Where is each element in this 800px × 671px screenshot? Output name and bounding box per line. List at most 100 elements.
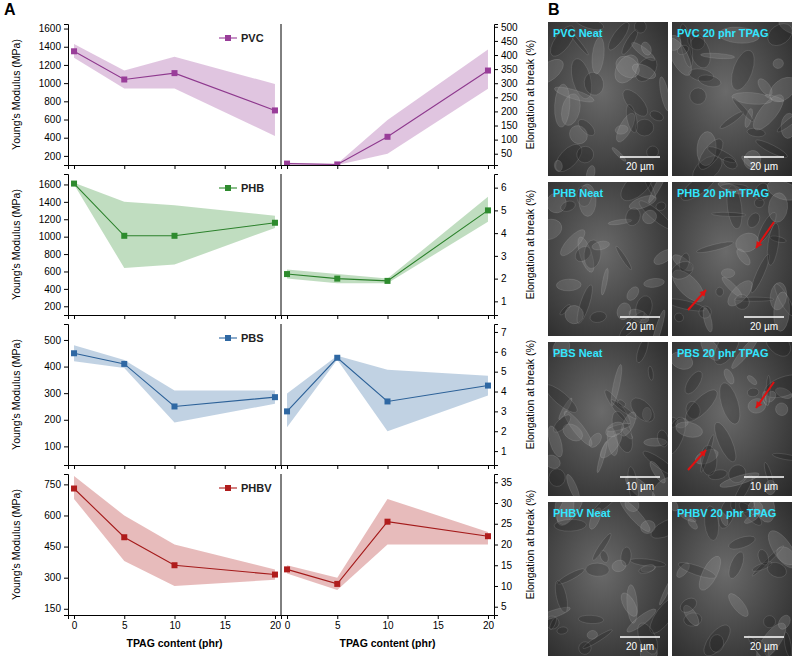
tick-mark [337, 315, 338, 319]
tick: 10 [382, 615, 394, 631]
chart-panel: 05101520150300450600750Young's Modulus (… [10, 475, 282, 650]
tick: 5 [335, 615, 341, 631]
error-band [74, 345, 275, 422]
tick-mark [124, 615, 125, 619]
tick-mark [488, 315, 489, 319]
tick-mark [494, 586, 498, 587]
sem-feature [674, 420, 704, 440]
panel-divider [281, 324, 282, 465]
sem-image: PHB 20 phr TPAG20 µm [664, 167, 800, 336]
tick: 2 [494, 426, 507, 437]
sem-feature [626, 394, 658, 426]
sem-texture [672, 182, 792, 336]
axis-line [69, 616, 282, 620]
tick-label: 600 [44, 510, 61, 521]
sem-feature [566, 122, 591, 148]
data-point [334, 276, 340, 282]
sem-label: PHB Neat [553, 187, 603, 199]
tick: 800 [44, 249, 68, 260]
tick-label: 1200 [39, 214, 62, 225]
sem-feature [590, 37, 605, 75]
sem-feature [700, 445, 718, 476]
data-point [385, 398, 391, 404]
tick-label: 20 [501, 539, 513, 550]
sem-feature [578, 615, 604, 624]
sem-feature [615, 301, 633, 321]
tick-mark [64, 289, 68, 290]
sem-feature [582, 628, 614, 650]
y-axis: 150300450600750 [44, 475, 68, 616]
sem-feature [657, 76, 668, 112]
plot-area [284, 499, 491, 590]
sem-feature [716, 381, 744, 427]
tick: 1200 [39, 214, 68, 225]
sem-background [548, 342, 668, 496]
axis-title: Young's Modulus (MPa) [10, 189, 22, 300]
sem-feature [564, 473, 582, 496]
sem-feature [548, 424, 565, 458]
tick-mark [64, 367, 68, 368]
sem-feature [575, 144, 596, 165]
tick: 150 [494, 120, 518, 131]
tick-label: 200 [501, 106, 518, 117]
tick-mark [494, 97, 498, 98]
scale-bar-label: 20 µm [750, 161, 778, 172]
axis-line [282, 466, 495, 470]
data-point [485, 68, 491, 74]
tick-mark [494, 392, 498, 393]
scale-bar-label: 10 µm [750, 481, 778, 492]
tick: 100 [44, 441, 68, 452]
tick-mark [74, 615, 75, 619]
tick-mark [64, 271, 68, 272]
tick-mark [494, 126, 498, 127]
y2-axis: 50100150200250300350400450500 [494, 22, 518, 166]
tick-label: 800 [44, 96, 61, 107]
sem-feature [617, 502, 653, 535]
sem-texture [548, 22, 668, 176]
sem-feature [763, 615, 776, 628]
tick: 6 [494, 182, 507, 193]
tick [74, 465, 75, 469]
tick: 15 [433, 615, 445, 631]
panel-divider [281, 174, 282, 315]
sem-feature [765, 72, 792, 107]
tick-mark [388, 165, 389, 169]
sem-feature [644, 144, 661, 161]
chart-panel: 2004006008001000120014001600Young's Modu… [10, 175, 282, 320]
sem-texture [548, 502, 668, 656]
scale-bar [744, 156, 784, 158]
scale-bar [620, 316, 660, 318]
tick-mark [64, 609, 68, 610]
tick-label: 150 [44, 603, 61, 614]
data-point [485, 533, 491, 539]
axis-line [495, 25, 499, 166]
panel-letter: B [548, 1, 560, 18]
legend-label: PHBV [241, 482, 272, 494]
tick: 10 [169, 615, 181, 631]
sem-feature [582, 70, 606, 97]
tick-mark [64, 340, 68, 341]
tick-label: 5 [501, 205, 507, 216]
sem-feature [700, 52, 734, 59]
error-band [287, 197, 488, 283]
tick-label: 4 [501, 386, 507, 397]
data-point [121, 76, 127, 82]
scale-bar-label: 20 µm [750, 321, 778, 332]
tick: 750 [44, 479, 68, 490]
tick [225, 465, 226, 469]
arrow [688, 450, 706, 470]
tick: 400 [44, 361, 68, 372]
tick [275, 165, 276, 169]
tick [388, 315, 389, 319]
legend: PBS [219, 332, 264, 344]
tick-mark [494, 154, 498, 155]
sem-feature [611, 146, 627, 162]
tick: 600 [44, 114, 68, 125]
tick: 250 [494, 92, 518, 103]
data-line [74, 353, 275, 406]
tick-mark [74, 165, 75, 169]
x-axis: 05101520 [69, 615, 282, 631]
tick-label: 200 [44, 414, 61, 425]
tick-mark [124, 165, 125, 169]
scale-bar-label: 20 µm [626, 641, 654, 652]
